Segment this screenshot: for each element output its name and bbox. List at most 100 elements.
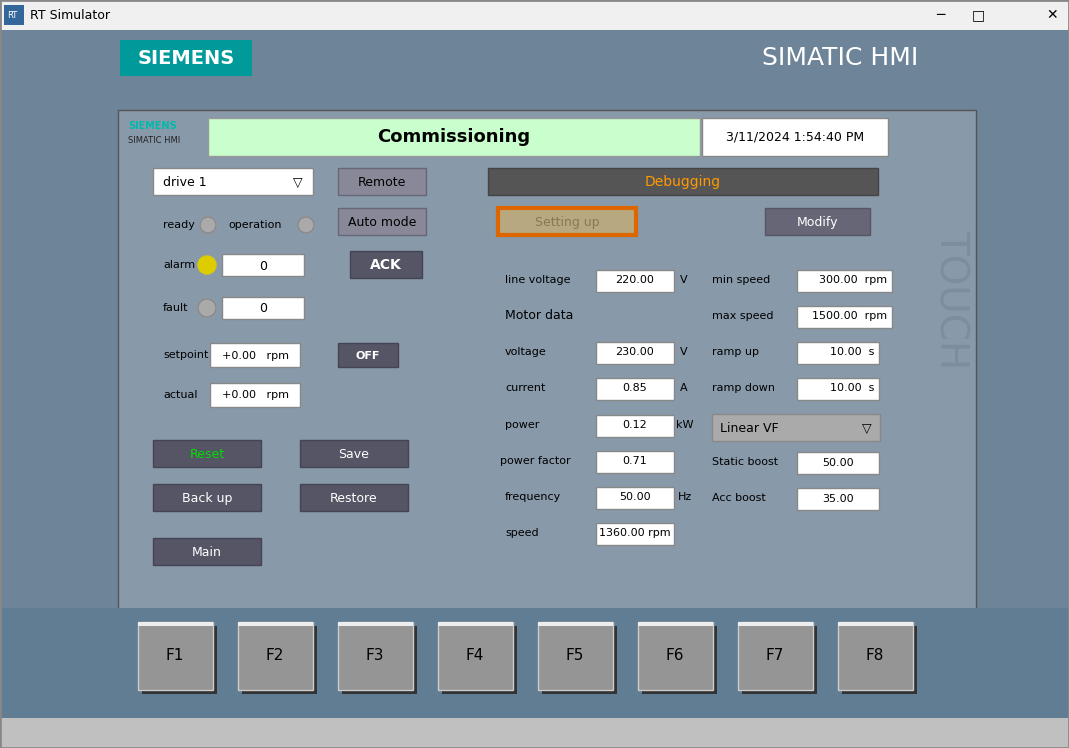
- Bar: [153, 538, 261, 565]
- Bar: [538, 622, 613, 690]
- Text: Acc boost: Acc boost: [712, 493, 765, 503]
- Text: Auto mode: Auto mode: [347, 215, 416, 228]
- Bar: [838, 622, 913, 626]
- Circle shape: [198, 299, 216, 317]
- Bar: [118, 110, 976, 620]
- Text: operation: operation: [228, 220, 281, 230]
- Bar: [138, 622, 213, 626]
- Text: 0: 0: [259, 301, 267, 314]
- Text: RT Simulator: RT Simulator: [30, 8, 110, 22]
- Text: ramp down: ramp down: [712, 383, 775, 393]
- Bar: [597, 270, 673, 292]
- Text: Linear VF: Linear VF: [721, 422, 778, 435]
- Bar: [438, 622, 513, 690]
- Bar: [642, 626, 717, 694]
- Text: Hz: Hz: [678, 492, 693, 502]
- Circle shape: [298, 217, 314, 233]
- Bar: [797, 488, 879, 510]
- Bar: [797, 452, 879, 474]
- Bar: [342, 626, 417, 694]
- Text: speed: speed: [505, 528, 539, 538]
- Text: 230.00: 230.00: [616, 347, 654, 357]
- Text: Main: Main: [192, 545, 222, 559]
- Text: min speed: min speed: [712, 275, 771, 285]
- Text: 0: 0: [259, 260, 267, 272]
- Bar: [142, 626, 217, 694]
- Text: F7: F7: [765, 649, 785, 663]
- Text: 300.00  rpm: 300.00 rpm: [819, 275, 887, 285]
- Text: Reset: Reset: [189, 447, 224, 461]
- Bar: [222, 297, 304, 319]
- Text: 3/11/2024 1:54:40 PM: 3/11/2024 1:54:40 PM: [726, 130, 864, 144]
- Text: V: V: [680, 347, 687, 357]
- Bar: [120, 40, 252, 76]
- Bar: [638, 622, 713, 626]
- Bar: [350, 251, 422, 278]
- Text: 0.12: 0.12: [622, 420, 648, 430]
- Text: current: current: [505, 383, 545, 393]
- Bar: [138, 622, 213, 690]
- Text: Motor data: Motor data: [505, 308, 573, 322]
- Bar: [238, 622, 313, 690]
- Bar: [597, 523, 673, 545]
- Text: ▽: ▽: [293, 176, 303, 188]
- Bar: [338, 208, 427, 235]
- Bar: [210, 383, 300, 407]
- Bar: [597, 487, 673, 509]
- Text: SIEMENS: SIEMENS: [128, 121, 176, 131]
- Bar: [712, 414, 880, 441]
- Bar: [597, 378, 673, 400]
- Text: fault: fault: [162, 303, 188, 313]
- Bar: [498, 208, 636, 235]
- Text: ─: ─: [935, 8, 944, 22]
- Bar: [441, 626, 517, 694]
- Bar: [338, 622, 413, 690]
- Text: F5: F5: [566, 649, 584, 663]
- Bar: [738, 622, 814, 626]
- Bar: [597, 415, 673, 437]
- Bar: [338, 343, 398, 367]
- Text: +0.00   rpm: +0.00 rpm: [221, 351, 289, 361]
- Bar: [153, 484, 261, 511]
- Text: SIMATIC HMI: SIMATIC HMI: [128, 135, 181, 144]
- Text: 10.00  s: 10.00 s: [830, 383, 874, 393]
- Text: Restore: Restore: [330, 491, 377, 504]
- Text: Static boost: Static boost: [712, 457, 778, 467]
- Bar: [797, 342, 879, 364]
- Text: 220.00: 220.00: [616, 275, 654, 285]
- Bar: [542, 626, 617, 694]
- Text: ACK: ACK: [370, 258, 402, 272]
- Text: OFF: OFF: [356, 351, 381, 361]
- Text: □: □: [972, 8, 985, 22]
- Bar: [300, 440, 408, 467]
- Text: ramp up: ramp up: [712, 347, 759, 357]
- Bar: [797, 378, 879, 400]
- Text: RT: RT: [7, 10, 17, 19]
- Text: ✕: ✕: [1047, 8, 1058, 22]
- Text: voltage: voltage: [505, 347, 546, 357]
- Text: ▽: ▽: [863, 422, 872, 435]
- Bar: [0, 718, 1069, 748]
- Text: 0.71: 0.71: [622, 456, 648, 466]
- Bar: [597, 451, 673, 473]
- Text: TOUCH: TOUCH: [932, 230, 970, 370]
- Text: Back up: Back up: [182, 491, 232, 504]
- Bar: [842, 626, 917, 694]
- Bar: [538, 622, 613, 626]
- Bar: [238, 622, 313, 626]
- Bar: [765, 208, 870, 235]
- Bar: [597, 342, 673, 364]
- Text: frequency: frequency: [505, 492, 561, 502]
- Text: 10.00  s: 10.00 s: [830, 347, 874, 357]
- Text: SIMATIC HMI: SIMATIC HMI: [762, 46, 918, 70]
- Text: F1: F1: [166, 649, 184, 663]
- Text: line voltage: line voltage: [505, 275, 571, 285]
- Bar: [338, 622, 413, 626]
- Text: Setting up: Setting up: [534, 215, 600, 228]
- Text: F4: F4: [466, 649, 484, 663]
- Text: F3: F3: [366, 649, 384, 663]
- Bar: [438, 622, 513, 626]
- Text: Commissioning: Commissioning: [377, 128, 530, 146]
- Text: actual: actual: [162, 390, 198, 400]
- Text: 1360.00 rpm: 1360.00 rpm: [600, 528, 671, 538]
